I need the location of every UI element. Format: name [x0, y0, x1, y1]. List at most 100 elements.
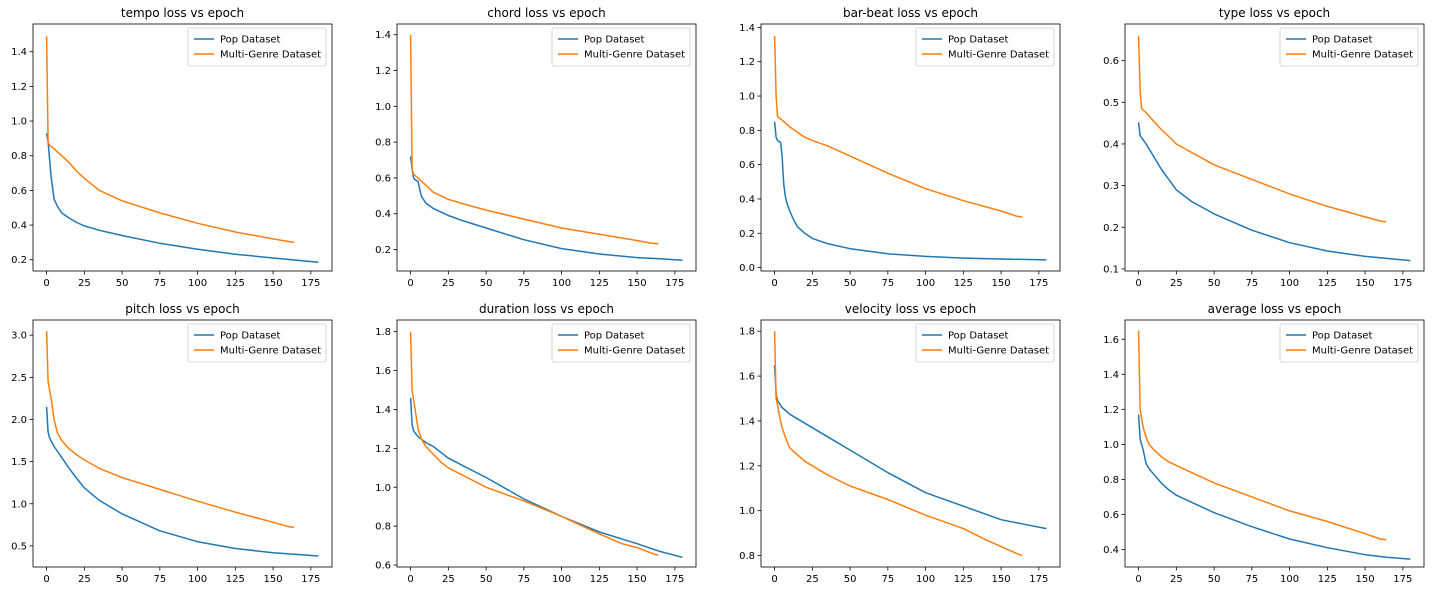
chart-panel: type loss vs epoch 0 25 50 75 100 125 150 175 0.1… [1103, 6, 1425, 289]
y-tick-label: 0.8 [11, 151, 27, 162]
y-tick-label: 1.4 [11, 47, 27, 58]
y-tick-label: 0.6 [739, 160, 755, 171]
y-tick-label: 0.4 [11, 221, 27, 232]
y-tick-label: 1.4 [1103, 370, 1119, 381]
y-tick-label: 1.8 [375, 327, 391, 338]
legend-label: Pop Dataset [948, 331, 1009, 342]
axes-frame [760, 23, 1061, 272]
axes-frame [760, 319, 1061, 568]
x-tick-label: 100 [552, 574, 571, 585]
x-tick-label: 100 [188, 278, 207, 289]
chart-panel: pitch loss vs epoch 0 25 50 75 100 125 150 175 0.… [11, 302, 333, 585]
legend-label: Multi-Genre Dataset [584, 50, 685, 61]
y-tick-label: 0.3 [1103, 181, 1119, 192]
y-tick-label: 2.5 [11, 373, 27, 384]
x-tick-label: 175 [1029, 278, 1048, 289]
chart-panel: chord loss vs epoch 0 25 50 75 100 125 150 175 0.… [375, 6, 697, 289]
y-tick-label: 1.0 [375, 483, 391, 494]
y-tick-label: 1.4 [375, 30, 391, 41]
series-line-pop [45, 133, 319, 264]
y-tick-label: 1.0 [739, 92, 755, 103]
y-tick-label: 0.2 [11, 255, 27, 266]
series-line-multi [45, 36, 295, 244]
x-tick-label: 150 [992, 278, 1011, 289]
chart-title: tempo loss vs epoch [121, 6, 244, 20]
x-tick-label: 50 [116, 574, 129, 585]
series-line-pop [1137, 414, 1411, 560]
x-tick-label: 100 [188, 574, 207, 585]
x-tick-label: 25 [1170, 278, 1183, 289]
x-tick-label: 175 [301, 574, 320, 585]
x-tick-label: 125 [954, 574, 973, 585]
y-tick-label: 0.0 [739, 263, 755, 274]
x-tick-label: 50 [844, 574, 857, 585]
x-tick-label: 125 [226, 278, 245, 289]
x-tick-label: 75 [1245, 574, 1258, 585]
x-tick-label: 25 [806, 278, 819, 289]
y-tick-label: 1.2 [375, 444, 391, 455]
legend-label: Multi-Genre Dataset [1312, 346, 1413, 357]
y-tick-label: 1.0 [11, 117, 27, 128]
y-tick-label: 0.4 [1103, 545, 1119, 556]
x-tick-label: 150 [628, 574, 647, 585]
y-tick-label: 1.2 [1103, 405, 1119, 416]
x-tick-label: 0 [1135, 278, 1141, 289]
x-tick-label: 125 [1318, 278, 1337, 289]
y-tick-label: 1.2 [11, 82, 27, 93]
legend-label: Multi-Genre Dataset [948, 346, 1049, 357]
legend-label: Multi-Genre Dataset [948, 50, 1049, 61]
x-tick-label: 25 [806, 574, 819, 585]
y-tick-label: 0.2 [375, 245, 391, 256]
y-tick-label: 0.6 [11, 186, 27, 197]
legend-label: Multi-Genre Dataset [1312, 50, 1413, 61]
y-tick-label: 0.4 [739, 194, 755, 205]
y-tick-label: 0.2 [739, 229, 755, 240]
x-tick-label: 50 [116, 278, 129, 289]
legend-box [551, 323, 691, 363]
y-tick-label: 0.5 [1103, 98, 1119, 109]
x-tick-label: 125 [954, 278, 973, 289]
legend-label: Pop Dataset [948, 35, 1009, 46]
y-tick-label: 0.6 [375, 173, 391, 184]
y-tick-label: 0.4 [375, 209, 391, 220]
y-tick-label: 1.5 [11, 457, 27, 468]
x-tick-label: 100 [916, 574, 935, 585]
series-line-multi [1137, 35, 1387, 223]
series-line-multi [773, 331, 1023, 557]
x-tick-label: 100 [552, 278, 571, 289]
series-line-multi [409, 34, 659, 245]
legend: Pop Dataset Multi-Genre Dataset [1279, 323, 1419, 363]
x-tick-label: 0 [771, 278, 777, 289]
x-tick-label: 125 [226, 574, 245, 585]
y-tick-label: 0.8 [375, 522, 391, 533]
chart-title: pitch loss vs epoch [125, 302, 239, 316]
legend-box [915, 27, 1055, 67]
x-tick-label: 125 [1318, 574, 1337, 585]
chart-title: chord loss vs epoch [487, 6, 605, 20]
series-line-multi [1137, 330, 1387, 541]
legend-box [915, 323, 1055, 363]
x-tick-label: 25 [442, 278, 455, 289]
x-tick-label: 50 [1208, 574, 1221, 585]
axes-frame [1124, 23, 1425, 272]
legend: Pop Dataset Multi-Genre Dataset [551, 323, 691, 363]
legend: Pop Dataset Multi-Genre Dataset [551, 27, 691, 67]
y-tick-label: 0.4 [1103, 139, 1119, 150]
chart-title: average loss vs epoch [1208, 302, 1342, 316]
series-line-multi [45, 330, 295, 529]
y-tick-label: 1.4 [739, 416, 755, 427]
chart-title: type loss vs epoch [1219, 6, 1330, 20]
chart-title: velocity loss vs epoch [845, 302, 976, 316]
x-tick-label: 75 [517, 278, 530, 289]
x-tick-label: 75 [881, 278, 894, 289]
x-tick-label: 50 [1208, 278, 1221, 289]
y-tick-label: 3.0 [11, 331, 27, 342]
y-tick-label: 0.5 [11, 541, 27, 552]
y-tick-label: 1.0 [1103, 440, 1119, 451]
x-tick-label: 0 [43, 574, 49, 585]
y-tick-label: 1.6 [739, 372, 755, 383]
chart-panel: bar-beat loss vs epoch 0 25 50 75 100 125 150 17… [739, 6, 1061, 289]
legend-label: Pop Dataset [1312, 35, 1373, 46]
x-tick-label: 0 [407, 574, 413, 585]
